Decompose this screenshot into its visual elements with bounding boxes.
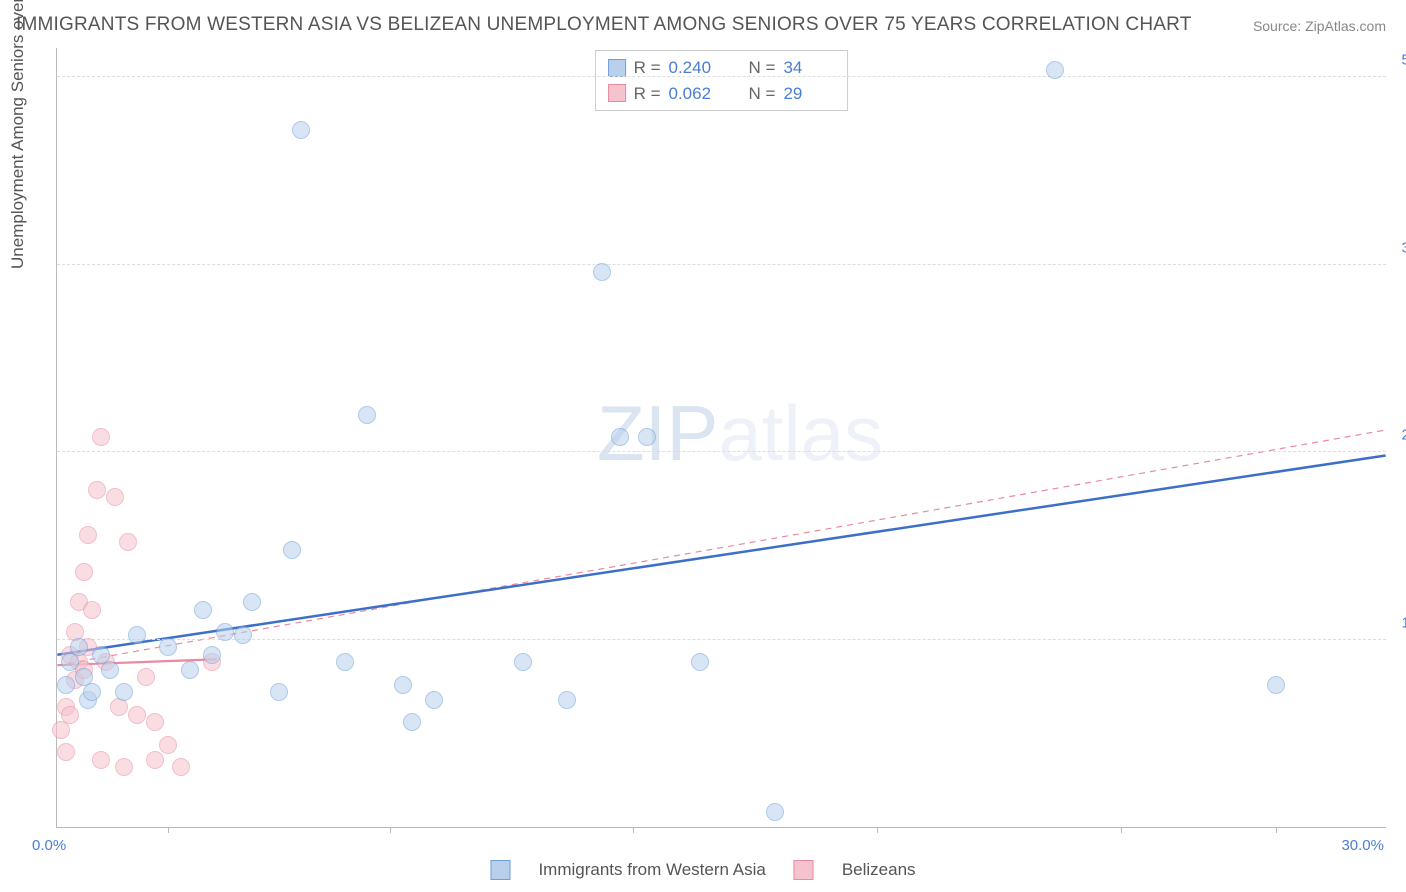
origin-label: 0.0% xyxy=(32,837,66,854)
x-tick xyxy=(390,827,391,833)
data-point xyxy=(128,626,146,644)
stats-row-series2: R = 0.062 N = 29 xyxy=(608,81,836,107)
data-point xyxy=(159,736,177,754)
chart-title: IMMIGRANTS FROM WESTERN ASIA VS BELIZEAN… xyxy=(16,14,1192,36)
legend-label-1: Immigrants from Western Asia xyxy=(538,860,765,880)
data-point xyxy=(358,406,376,424)
data-point xyxy=(611,428,629,446)
data-point xyxy=(88,481,106,499)
y-tick-label: 12.5% xyxy=(1401,614,1406,631)
data-point xyxy=(70,638,88,656)
data-point xyxy=(75,563,93,581)
data-point xyxy=(101,661,119,679)
data-point xyxy=(83,683,101,701)
data-point xyxy=(128,706,146,724)
data-point xyxy=(1046,61,1064,79)
x-tick xyxy=(877,827,878,833)
stat-n-label: N = xyxy=(749,81,776,107)
data-point xyxy=(119,533,137,551)
data-point xyxy=(216,623,234,641)
data-point xyxy=(691,653,709,671)
data-point xyxy=(115,758,133,776)
data-point xyxy=(92,646,110,664)
data-point xyxy=(146,751,164,769)
watermark-part2: atlas xyxy=(718,389,883,477)
data-point xyxy=(336,653,354,671)
xmax-label: 30.0% xyxy=(1341,837,1384,854)
data-point xyxy=(270,683,288,701)
plot-area: ZIPatlas R = 0.240 N = 34 R = 0.062 N = … xyxy=(56,48,1386,828)
data-point xyxy=(172,758,190,776)
trend-lines xyxy=(57,48,1386,827)
data-point xyxy=(61,706,79,724)
data-point xyxy=(92,751,110,769)
swatch-icon xyxy=(608,84,626,102)
gridline xyxy=(57,451,1386,452)
data-point xyxy=(92,428,110,446)
swatch-icon xyxy=(490,860,510,880)
data-point xyxy=(106,488,124,506)
data-point xyxy=(558,691,576,709)
data-point xyxy=(159,638,177,656)
x-tick xyxy=(1121,827,1122,833)
data-point xyxy=(79,526,97,544)
data-point xyxy=(203,646,221,664)
gridline xyxy=(57,264,1386,265)
stat-r-label: R = xyxy=(634,81,661,107)
data-point xyxy=(514,653,532,671)
stat-r-value-2: 0.062 xyxy=(669,81,721,107)
y-tick-label: 50.0% xyxy=(1401,52,1406,69)
data-point xyxy=(292,121,310,139)
swatch-icon xyxy=(608,59,626,77)
x-tick xyxy=(168,827,169,833)
data-point xyxy=(425,691,443,709)
data-point xyxy=(181,661,199,679)
data-point xyxy=(115,683,133,701)
data-point xyxy=(234,626,252,644)
data-point xyxy=(57,743,75,761)
bottom-legend: Immigrants from Western Asia Belizeans xyxy=(490,860,915,880)
stats-legend-box: R = 0.240 N = 34 R = 0.062 N = 29 xyxy=(595,50,849,111)
data-point xyxy=(394,676,412,694)
stat-n-value-2: 29 xyxy=(783,81,835,107)
data-point xyxy=(1267,676,1285,694)
data-point xyxy=(766,803,784,821)
data-point xyxy=(403,713,421,731)
source-attribution: Source: ZipAtlas.com xyxy=(1253,18,1386,34)
gridline xyxy=(57,76,1386,77)
legend-label-2: Belizeans xyxy=(842,860,916,880)
data-point xyxy=(194,601,212,619)
data-point xyxy=(146,713,164,731)
y-tick-label: 25.0% xyxy=(1401,427,1406,444)
data-point xyxy=(57,676,75,694)
data-point xyxy=(593,263,611,281)
x-tick xyxy=(633,827,634,833)
data-point xyxy=(638,428,656,446)
y-axis-title: Unemployment Among Seniors over 75 years xyxy=(8,0,28,269)
data-point xyxy=(83,601,101,619)
y-tick-label: 37.5% xyxy=(1401,239,1406,256)
swatch-icon xyxy=(794,860,814,880)
data-point xyxy=(137,668,155,686)
data-point xyxy=(283,541,301,559)
data-point xyxy=(243,593,261,611)
x-tick xyxy=(1276,827,1277,833)
gridline xyxy=(57,639,1386,640)
